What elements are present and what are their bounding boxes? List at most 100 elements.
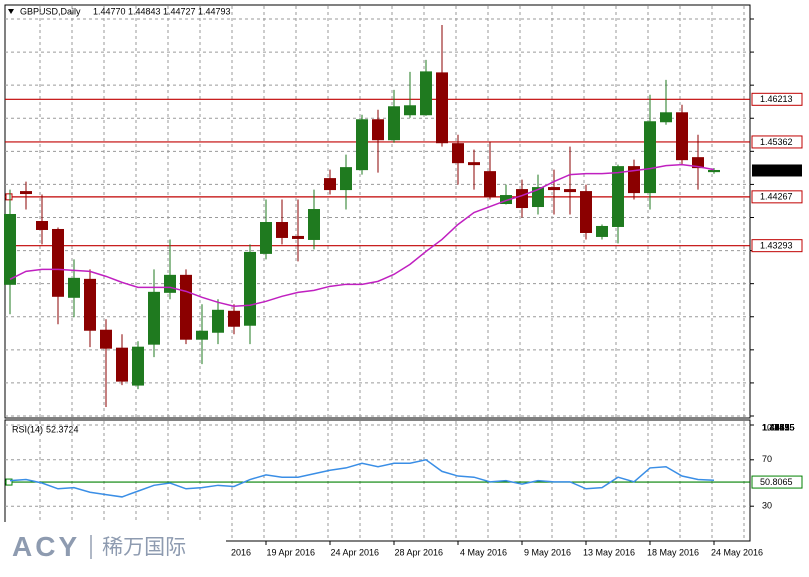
y-tick-label: 1.43855 xyxy=(762,422,795,432)
candle-body xyxy=(660,112,672,123)
candle-body xyxy=(228,310,240,327)
candle-body xyxy=(532,187,544,208)
candle-body xyxy=(260,222,272,254)
candle-body xyxy=(196,330,208,340)
candle-body xyxy=(388,106,400,141)
y-tick-label: 1.41215 xyxy=(762,422,795,432)
watermark: ACY 稀万国际 xyxy=(0,522,226,572)
x-tick-label: 24 May 2016 xyxy=(711,547,763,557)
candle-body xyxy=(180,274,192,340)
level-label-box xyxy=(751,92,803,106)
candle-body xyxy=(212,309,224,333)
level-label-box xyxy=(751,190,803,204)
candle-body xyxy=(356,119,368,171)
candle-body xyxy=(612,166,624,227)
candle-body xyxy=(164,274,176,293)
ohlc-label: 1.44793 xyxy=(198,6,231,16)
y-tick-label: 1.47155 xyxy=(762,422,795,432)
candle-body xyxy=(292,235,304,239)
x-tick-label: 9 May 2016 xyxy=(524,547,571,557)
rsi-line xyxy=(9,458,715,498)
candle-body xyxy=(4,213,16,285)
x-tick-label: 19 Apr 2016 xyxy=(266,547,315,557)
candle-body xyxy=(148,291,160,345)
rsi-title: RSI(14) xyxy=(12,424,43,434)
candle-body xyxy=(580,191,592,233)
candle-body xyxy=(484,171,496,198)
candle-body xyxy=(20,191,32,195)
candle-body xyxy=(420,71,432,116)
x-tick-label: 2016 xyxy=(231,547,251,557)
candle-body xyxy=(436,72,448,144)
candle-body xyxy=(372,119,384,141)
y-tick-label: 100 xyxy=(762,422,777,432)
brand-name: 稀万国际 xyxy=(90,535,186,559)
rsi-panel xyxy=(4,419,751,542)
candle-body xyxy=(52,228,64,297)
rsi-value: 52.3724 xyxy=(46,424,79,434)
level-marker xyxy=(5,193,13,201)
y-tick-label: 30 xyxy=(762,501,772,511)
candle-body xyxy=(452,143,464,164)
ohlc-label: 1.44727 xyxy=(163,6,196,16)
ohlc-label: 1.44770 xyxy=(93,6,126,16)
level-label: 1.46213 xyxy=(760,94,793,104)
x-tick-label: 18 May 2016 xyxy=(647,547,699,557)
candle-body xyxy=(516,189,528,209)
y-tick-label: 1.41875 xyxy=(762,422,795,432)
candle-body xyxy=(468,162,480,166)
menu-arrow xyxy=(8,9,14,14)
candle-body xyxy=(68,277,80,298)
level-label: 1.45362 xyxy=(760,137,793,147)
y-tick-label: 1.45175 xyxy=(762,422,795,432)
candle-body xyxy=(628,166,640,194)
candle-body xyxy=(324,178,336,191)
y-tick-label: 1.47815 xyxy=(762,422,795,432)
candle-body xyxy=(692,157,704,169)
x-tick-label: 24 Apr 2016 xyxy=(330,547,379,557)
candle-body xyxy=(340,167,352,191)
candle-body xyxy=(84,278,96,331)
price-label: 1.44793 xyxy=(760,165,793,175)
candle-body xyxy=(36,221,48,230)
candle-body xyxy=(596,225,608,237)
level-label: 1.44267 xyxy=(760,192,793,202)
y-tick-label: 1.44515 xyxy=(762,422,795,432)
level-marker xyxy=(5,478,13,486)
y-tick-label: 1.45835 xyxy=(762,422,795,432)
level-label-box xyxy=(751,239,803,253)
main-panel xyxy=(4,4,751,419)
candle-body xyxy=(308,209,320,240)
x-tick-label: 4 May 2016 xyxy=(460,547,507,557)
level-label-box xyxy=(751,135,803,149)
candle-body xyxy=(564,189,576,193)
level-label-box xyxy=(751,475,803,489)
ohlc-label: 1.44843 xyxy=(128,6,161,16)
y-tick-label: 1.42535 xyxy=(762,422,795,432)
y-tick-label: 1.43195 xyxy=(762,422,795,432)
candle-body xyxy=(676,112,688,161)
candle-body xyxy=(116,347,128,382)
y-tick-label: 1.39895 xyxy=(762,422,795,432)
candle-body xyxy=(132,346,144,386)
candle-body xyxy=(404,105,416,116)
candle-body xyxy=(548,187,560,191)
level-label: 1.43293 xyxy=(760,241,793,251)
symbol-title: GBPUSD,Daily xyxy=(20,6,81,16)
candle-body xyxy=(100,329,112,349)
level-label: 50.8065 xyxy=(760,477,793,487)
price-label-box xyxy=(752,164,802,177)
y-tick-label: 1.46495 xyxy=(762,422,795,432)
x-tick-label: 28 Apr 2016 xyxy=(394,547,443,557)
candle-body xyxy=(276,222,288,238)
brand: ACY xyxy=(12,531,81,562)
candle-body xyxy=(644,121,656,194)
x-tick-label: 13 May 2016 xyxy=(583,547,635,557)
moving-average xyxy=(9,163,715,308)
candle-body xyxy=(244,251,256,326)
y-tick-label: 70 xyxy=(762,454,772,464)
candle-body xyxy=(708,169,720,173)
y-tick-label: 1.40555 xyxy=(762,422,795,432)
